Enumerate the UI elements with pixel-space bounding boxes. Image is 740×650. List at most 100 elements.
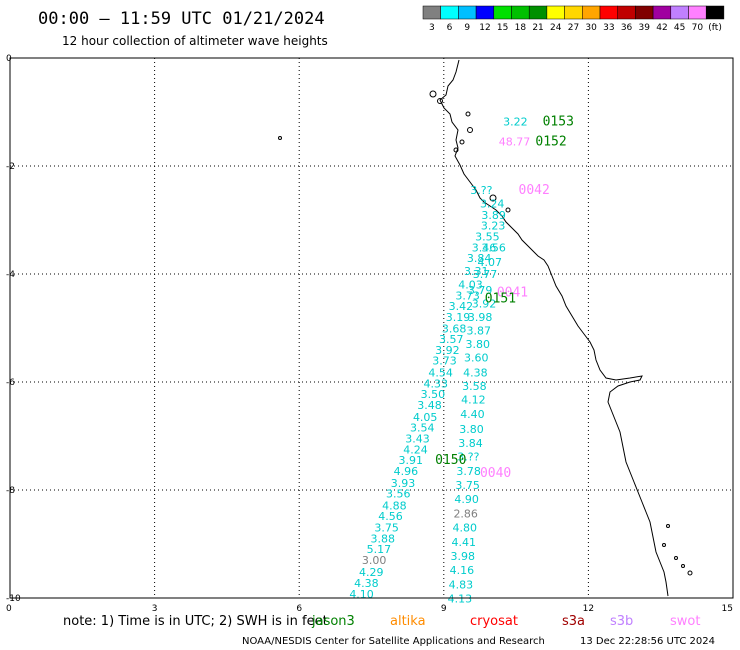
colorbar-label: 30 [585, 23, 597, 33]
wave-height-label: 3.22 [503, 116, 528, 129]
satellite-legend-item: jason3 [311, 614, 355, 629]
wave-height-label: 3.98 [451, 550, 476, 563]
colorbar-label: 6 [447, 23, 453, 33]
colorbar-swatch [564, 5, 583, 20]
island-marker [662, 543, 666, 547]
wave-height-label: 5.17 [367, 543, 392, 556]
wave-height-label: 4.38 [463, 367, 488, 380]
wave-height-label: 3.91 [398, 454, 423, 467]
island-marker [459, 139, 465, 145]
page-subtitle: 12 hour collection of altimeter wave hei… [62, 34, 328, 48]
wave-height-label: 4.40 [460, 408, 485, 421]
x-tick-label: 12 [583, 604, 594, 614]
colorbar-swatch [440, 5, 459, 20]
colorbar-label: 15 [497, 23, 508, 33]
footer-note: note: 1) Time is in UTC; 2) SWH is in fe… [63, 614, 328, 629]
wave-height-label: 4.88 [382, 499, 407, 512]
wave-height-label: 3.?? [470, 184, 492, 197]
colorbar-label: 3 [429, 23, 435, 33]
map-panel: 0 3 6 9 12 150-2-4-6-8-10 3.2248.773.??3.243.… [6, 54, 734, 614]
colorbar-label: (ft) [708, 23, 722, 33]
wave-height-label: 3.58 [462, 380, 487, 393]
colorbar-swatch [475, 5, 495, 20]
wave-height-label: 3.84 [458, 437, 483, 450]
island-marker [429, 90, 437, 98]
wave-height-label: 3.88 [371, 532, 396, 545]
pass-label: 0040 [480, 466, 511, 481]
colorbar-swatch [670, 5, 689, 20]
wave-height-label: 4.56 [378, 510, 403, 523]
wave-height-label: 3.19 [446, 311, 471, 324]
wave-height-label: 4.80 [452, 522, 477, 535]
wave-height-label: 3.92 [472, 297, 497, 310]
wave-height-label: 3.68 [442, 322, 467, 335]
y-tick-label: -8 [6, 486, 15, 496]
wave-height-label: 4.13 [448, 592, 473, 605]
colorbar-label: 27 [568, 23, 579, 33]
satellite-legend-item: altika [390, 614, 426, 629]
wave-height-label: 4.83 [449, 578, 474, 591]
wave-height-label: 2.86 [453, 508, 478, 521]
wave-height-label: 3.55 [475, 231, 500, 244]
island-marker [687, 570, 693, 576]
island-marker [278, 136, 282, 140]
wave-height-label: 3.54 [410, 422, 435, 435]
colorbar-label: 9 [464, 23, 470, 33]
colorbar-label: 45 [674, 23, 685, 33]
pass-label: 0150 [435, 453, 466, 468]
colorbar-label: 36 [621, 23, 633, 33]
wave-height-label: 3.75 [455, 479, 480, 492]
map-frame [9, 57, 734, 599]
wave-height-label: 3.31 [464, 265, 489, 278]
x-tick-label: 3 [152, 604, 158, 614]
island-marker [437, 98, 443, 104]
island-marker [666, 524, 670, 528]
wave-height-label: 4.29 [359, 566, 384, 579]
pass-label: 0041 [497, 286, 528, 301]
wave-height-label: 3.42 [449, 300, 474, 313]
wave-height-label: 3.60 [464, 351, 489, 364]
wave-height-label: 3.80 [459, 423, 484, 436]
wave-height-label: 3.56 [481, 241, 506, 254]
wave-height-label: 3.92 [435, 344, 460, 357]
island-marker [681, 564, 685, 568]
colorbar-label: 33 [603, 23, 614, 33]
satellite-legend-item: s3a [562, 614, 585, 629]
wave-height-label: 3.24 [480, 198, 505, 211]
wave-height-label: 4.90 [454, 493, 479, 506]
colorbar-swatch [635, 5, 654, 20]
wave-height-label: 4.05 [413, 411, 438, 424]
wave-height-label: 3.56 [386, 488, 411, 501]
island-marker [465, 111, 471, 117]
wave-height-label: 4.38 [354, 577, 379, 590]
wave-height-label: 4.96 [394, 465, 419, 478]
wave-height-label: 3.98 [468, 311, 493, 324]
colorbar-swatch [652, 5, 672, 20]
wave-height-label: 3.57 [439, 333, 464, 346]
footer-credit: NOAA/NESDIS Center for Satellite Applica… [242, 636, 545, 647]
wave-height-label: 4.54 [428, 367, 453, 380]
colorbar-swatch [546, 5, 565, 20]
page-title: 00:00 – 11:59 UTC 01/21/2024 [38, 9, 325, 29]
wave-height-values: 3.2248.773.??3.243.893.233.553.463.843.5… [349, 116, 530, 606]
colorbar-swatch [617, 5, 636, 20]
colorbar-swatch [599, 5, 618, 20]
colorbar-swatch [528, 5, 548, 20]
colorbar-swatch [705, 5, 725, 20]
footer-timestamp: 13 Dec 22:28:56 UTC 2024 [580, 636, 715, 647]
colorbar-label: 24 [550, 23, 562, 33]
x-tick-label: 0 [6, 604, 12, 614]
island-marker [505, 207, 511, 213]
coastline [278, 59, 693, 597]
x-tick-label: 9 [441, 604, 447, 614]
wave-height-label: 3.?? [457, 450, 479, 463]
x-tick-label: 6 [296, 604, 302, 614]
wave-height-label: 4.16 [450, 564, 475, 577]
colorbar-swatch [458, 5, 477, 20]
wave-height-label: 3.84 [467, 252, 492, 265]
island-marker [453, 147, 459, 153]
pass-label: 0042 [519, 183, 550, 198]
y-tick-label: 0 [6, 54, 12, 64]
